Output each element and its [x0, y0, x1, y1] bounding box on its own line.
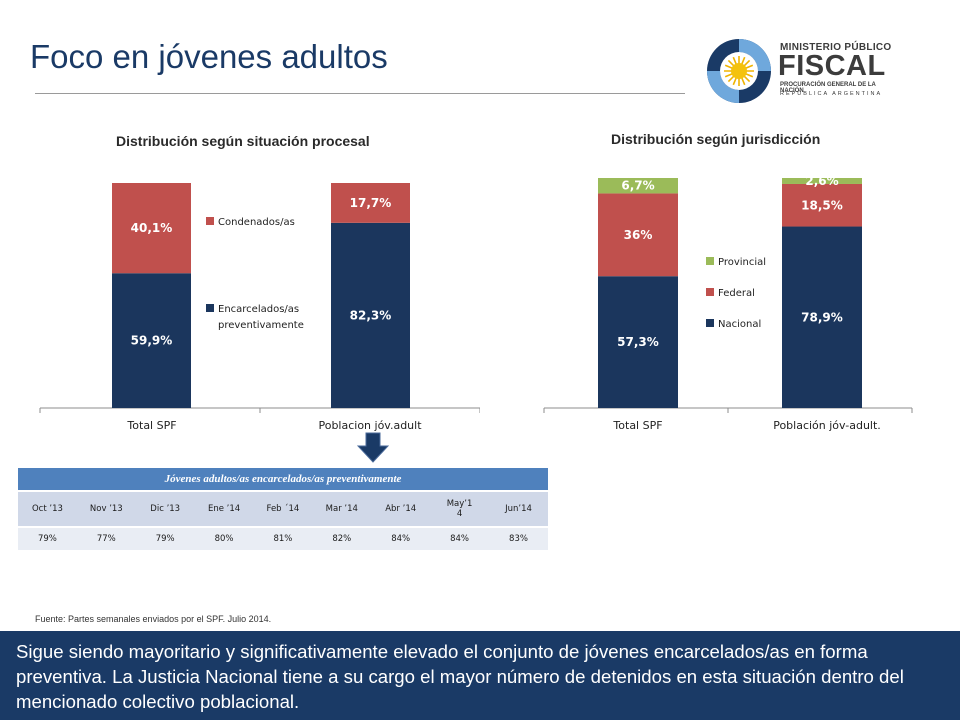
table-cell: 80%	[194, 526, 254, 550]
sun-emblem-icon	[707, 39, 771, 103]
source-note: Fuente: Partes semanales enviados por el…	[35, 614, 272, 624]
legend-swatch	[206, 304, 214, 312]
legend-label: Federal	[718, 288, 755, 299]
bar-nacional-1	[782, 226, 862, 408]
table-header-row: Oct ’13 Nov ’13 Dic ’13 Ene ’14 Feb ´14 …	[18, 490, 548, 527]
month-header: Nov ’13	[76, 490, 136, 527]
table-cell: 79%	[135, 526, 195, 550]
table-caption: Jóvenes adultos/as encarcelados/as preve…	[18, 468, 548, 491]
bar-provincial-1	[782, 178, 862, 184]
legend-label: Condenados/as	[218, 217, 295, 228]
month-header: Jun’14	[489, 490, 548, 527]
month-header: May’14	[430, 490, 489, 527]
bar-encarcelados-as-preventivamente-0	[112, 273, 191, 408]
category-label: Total SPF	[126, 419, 176, 432]
logo-line-2: FISCAL	[778, 50, 886, 82]
month-header: Mar ’14	[312, 490, 372, 527]
data-label: 2,6%	[805, 174, 838, 188]
logo-line-1: MINISTERIO PÚBLICO	[780, 42, 892, 53]
month-header: Ene ’14	[194, 490, 254, 527]
bar-encarcelados-as-preventivamente-1	[331, 222, 410, 408]
legend-swatch	[706, 288, 714, 296]
bar-federal-1	[782, 183, 862, 227]
data-label: 6,7%	[621, 179, 654, 193]
table-cell: 83%	[489, 526, 548, 550]
bar-condenados-as-0	[112, 183, 191, 274]
footer-banner	[0, 631, 960, 720]
month-header: Oct ’13	[18, 490, 77, 527]
table-row: 79% 77% 79% 80% 81% 82% 84% 84% 83%	[18, 526, 548, 550]
category-label: Poblacion jóv.adult	[318, 419, 422, 432]
table-cell: 79%	[18, 526, 77, 550]
month-header: Abr ’14	[371, 490, 431, 527]
data-label: 36%	[624, 228, 653, 242]
table-cell: 84%	[371, 526, 431, 550]
data-label: 78,9%	[801, 310, 843, 324]
table-cell: 84%	[430, 526, 489, 550]
detention-table: Jóvenes adultos/as encarcelados/as preve…	[18, 468, 548, 550]
chart-1-title: Distribución según situación procesal	[116, 133, 370, 149]
table-cell: 81%	[253, 526, 313, 550]
legend-label: Encarcelados/as	[218, 304, 299, 315]
data-label: 18,5%	[801, 198, 843, 212]
legend-label: preventivamente	[218, 320, 304, 331]
chart-situacion-procesal: 59,9% 40,1% Total SPF 82,3% 17,7% Poblacion j…	[39, 183, 480, 432]
category-label: Población jóv-adult.	[773, 419, 881, 432]
page-title: Foco en jóvenes adultos	[30, 38, 388, 75]
chart-jurisdiccion: 57,3% 36% 6,7% Total SPF 78,9% 18,5% 2,6% Pobla…	[543, 174, 913, 432]
table-cell: 77%	[76, 526, 136, 550]
bar-provincial-0	[598, 178, 678, 194]
legend-swatch	[706, 257, 714, 265]
legend-swatch	[206, 217, 214, 225]
data-label: 57,3%	[617, 335, 659, 349]
table-cell: 82%	[312, 526, 372, 550]
category-label: Total SPF	[612, 419, 662, 432]
bar-federal-0	[598, 193, 678, 277]
logo-line-4: REPÚBLICA ARGENTINA	[780, 91, 883, 97]
legend-label: Provincial	[718, 257, 766, 268]
chart-2-title: Distribución según jurisdicción	[611, 131, 821, 147]
data-label: 17,7%	[350, 196, 392, 210]
month-header: Dic ’13	[135, 490, 195, 527]
footer-text: Sigue siendo mayoritario y significativa…	[16, 641, 904, 712]
legend-label: Nacional	[718, 319, 761, 330]
month-header: Feb ´14	[253, 490, 313, 527]
legend-swatch	[706, 319, 714, 327]
logo-line-3: PROCURACIÓN GENERAL DE LA NACIÓN	[780, 82, 876, 94]
bar-nacional-0	[598, 276, 678, 408]
arrow-down-icon	[357, 432, 389, 463]
ministerio-publico-fiscal-logo: MINISTERIO PÚBLICO FISCAL PROCURACIÓN GE…	[706, 38, 896, 104]
bar-condenados-as-1	[331, 183, 410, 223]
data-label: 59,9%	[131, 334, 173, 348]
data-label: 82,3%	[350, 308, 392, 322]
data-label: 40,1%	[131, 221, 173, 235]
title-divider	[35, 93, 685, 94]
